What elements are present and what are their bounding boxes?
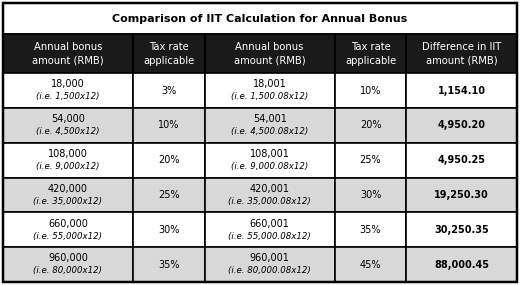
Bar — [407, 108, 517, 143]
Text: 18,000: 18,000 — [51, 80, 85, 89]
Bar — [334, 178, 407, 212]
Text: Tax rate: Tax rate — [149, 42, 189, 52]
Bar — [407, 143, 517, 178]
Text: amount (RMB): amount (RMB) — [32, 56, 104, 66]
Bar — [3, 108, 133, 143]
Text: (i.e. 4,500x12): (i.e. 4,500x12) — [36, 127, 100, 136]
Bar — [133, 247, 205, 282]
Bar — [205, 34, 334, 73]
Text: (i.e. 4,500.08x12): (i.e. 4,500.08x12) — [231, 127, 308, 136]
Text: Annual bonus: Annual bonus — [34, 42, 102, 52]
Text: 25%: 25% — [360, 155, 381, 165]
Text: 960,001: 960,001 — [250, 253, 290, 263]
Text: Annual bonus: Annual bonus — [236, 42, 304, 52]
Text: (i.e. 35,000.08x12): (i.e. 35,000.08x12) — [228, 197, 311, 206]
Bar — [3, 34, 133, 73]
Bar — [205, 178, 334, 212]
Bar — [133, 108, 205, 143]
Text: 10%: 10% — [158, 121, 179, 131]
Text: 420,000: 420,000 — [48, 184, 88, 194]
Text: 18,001: 18,001 — [253, 80, 287, 89]
Bar — [407, 247, 517, 282]
Text: amount (RMB): amount (RMB) — [426, 56, 498, 66]
Text: (i.e. 80,000.08x12): (i.e. 80,000.08x12) — [228, 266, 311, 275]
Text: (i.e. 55,000.08x12): (i.e. 55,000.08x12) — [228, 232, 311, 241]
Bar — [334, 143, 407, 178]
Bar — [3, 143, 133, 178]
Text: 54,001: 54,001 — [253, 114, 287, 124]
Bar — [133, 178, 205, 212]
Bar — [205, 143, 334, 178]
Text: Comparison of IIT Calculation for Annual Bonus: Comparison of IIT Calculation for Annual… — [112, 14, 408, 24]
Bar — [133, 73, 205, 108]
Text: (i.e. 1,500.08x12): (i.e. 1,500.08x12) — [231, 92, 308, 101]
Text: 45%: 45% — [360, 260, 381, 270]
Bar — [133, 143, 205, 178]
Text: (i.e. 80,000x12): (i.e. 80,000x12) — [33, 266, 102, 275]
Text: applicable: applicable — [143, 56, 194, 66]
Bar — [205, 247, 334, 282]
Text: 420,001: 420,001 — [250, 184, 290, 194]
Bar — [334, 73, 407, 108]
Text: 660,000: 660,000 — [48, 219, 88, 229]
Bar — [334, 34, 407, 73]
Text: (i.e. 55,000x12): (i.e. 55,000x12) — [33, 232, 102, 241]
Text: 30,250.35: 30,250.35 — [434, 225, 489, 235]
Text: 4,950.25: 4,950.25 — [438, 155, 486, 165]
Bar — [334, 247, 407, 282]
Text: 108,000: 108,000 — [48, 149, 88, 159]
Text: amount (RMB): amount (RMB) — [234, 56, 305, 66]
Bar — [205, 73, 334, 108]
Text: 660,001: 660,001 — [250, 219, 290, 229]
Text: 88,000.45: 88,000.45 — [434, 260, 489, 270]
Text: (i.e. 9,000x12): (i.e. 9,000x12) — [36, 162, 100, 171]
Text: Tax rate: Tax rate — [350, 42, 391, 52]
Bar — [334, 212, 407, 247]
Text: 960,000: 960,000 — [48, 253, 88, 263]
Bar — [133, 212, 205, 247]
Text: (i.e. 1,500x12): (i.e. 1,500x12) — [36, 92, 100, 101]
Bar — [3, 212, 133, 247]
Text: applicable: applicable — [345, 56, 396, 66]
Text: 3%: 3% — [161, 86, 176, 96]
Bar — [407, 212, 517, 247]
Text: 20%: 20% — [360, 121, 381, 131]
Bar — [133, 34, 205, 73]
Text: 35%: 35% — [158, 260, 179, 270]
Bar — [407, 34, 517, 73]
Text: 10%: 10% — [360, 86, 381, 96]
Text: 20%: 20% — [158, 155, 179, 165]
Text: 30%: 30% — [360, 190, 381, 200]
Text: 108,001: 108,001 — [250, 149, 290, 159]
Text: 35%: 35% — [360, 225, 381, 235]
Bar — [334, 108, 407, 143]
Bar — [205, 108, 334, 143]
Text: 54,000: 54,000 — [51, 114, 85, 124]
Bar — [3, 3, 517, 34]
Bar — [3, 178, 133, 212]
Text: (i.e. 9,000.08x12): (i.e. 9,000.08x12) — [231, 162, 308, 171]
Text: 19,250.30: 19,250.30 — [434, 190, 489, 200]
Text: 25%: 25% — [158, 190, 179, 200]
Bar — [407, 178, 517, 212]
Text: 4,950.20: 4,950.20 — [438, 121, 486, 131]
Bar — [407, 73, 517, 108]
Text: (i.e. 35,000x12): (i.e. 35,000x12) — [33, 197, 102, 206]
Text: 30%: 30% — [158, 225, 179, 235]
Text: Difference in IIT: Difference in IIT — [422, 42, 501, 52]
Bar — [3, 73, 133, 108]
Bar — [205, 212, 334, 247]
Text: 1,154.10: 1,154.10 — [438, 86, 486, 96]
Bar — [3, 247, 133, 282]
